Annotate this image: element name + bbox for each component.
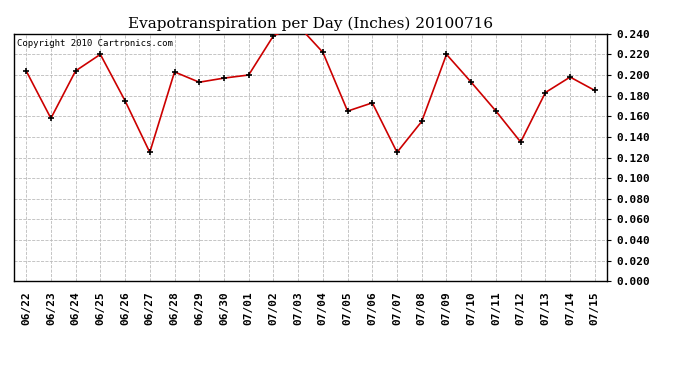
Text: Copyright 2010 Cartronics.com: Copyright 2010 Cartronics.com xyxy=(17,39,172,48)
Title: Evapotranspiration per Day (Inches) 20100716: Evapotranspiration per Day (Inches) 2010… xyxy=(128,17,493,31)
